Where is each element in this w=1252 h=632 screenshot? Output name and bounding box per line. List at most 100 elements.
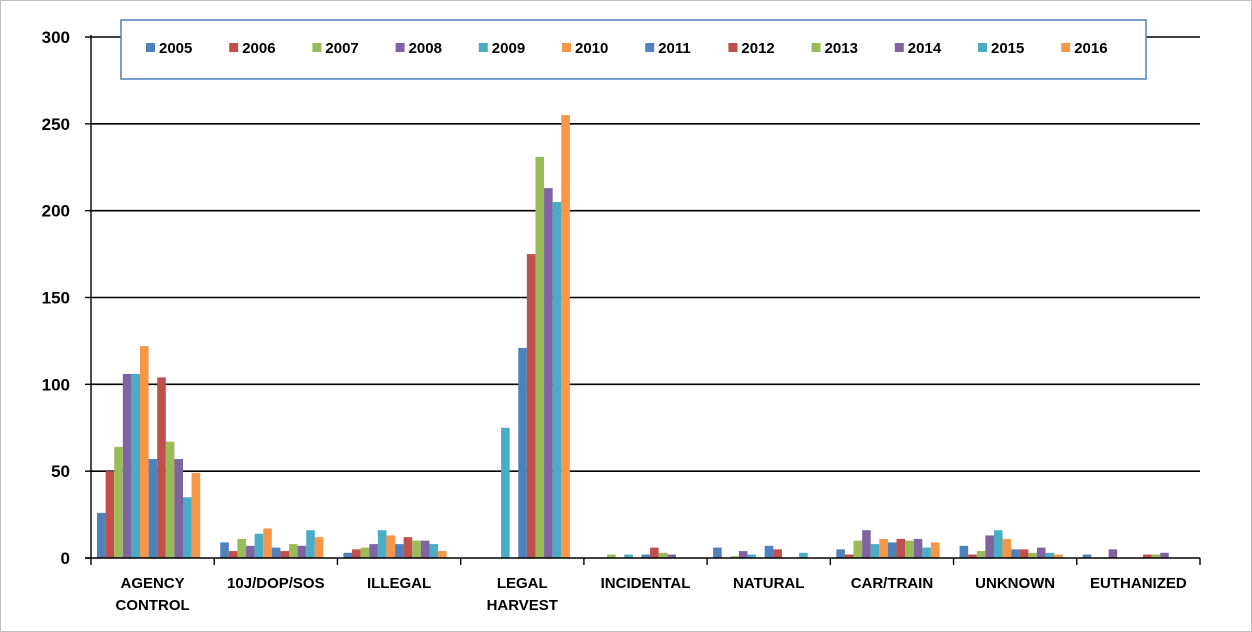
y-tick-label: 300 xyxy=(42,28,70,47)
bar-2008-7 xyxy=(862,530,871,558)
bar-2014-9 xyxy=(1160,552,1169,558)
bar-2013-8 xyxy=(1028,552,1037,558)
bar-2013-7 xyxy=(905,540,914,558)
bar-2009-5 xyxy=(624,554,633,558)
bar-2011-3 xyxy=(395,544,404,558)
bar-2006-7 xyxy=(844,554,854,558)
x-tick-label: INCIDENTAL xyxy=(601,575,691,592)
legend-swatch xyxy=(562,43,571,52)
x-tick-label: AGENCY CONTROL xyxy=(116,575,190,614)
x-tick-label: CAR/TRAIN xyxy=(851,575,934,592)
y-tick-label: 200 xyxy=(42,202,70,221)
bar-2009-6 xyxy=(747,554,757,558)
bar-2007-6 xyxy=(730,556,739,558)
bar-2014-5 xyxy=(667,554,676,558)
legend-item-2008: 2008 xyxy=(395,40,442,57)
y-tick-label: 250 xyxy=(42,115,70,134)
bar-2008-2 xyxy=(246,545,255,558)
bar-2010-2 xyxy=(263,528,272,558)
bar-2011-2 xyxy=(271,547,281,558)
bar-2007-8 xyxy=(976,551,986,558)
bar-2013-2 xyxy=(289,544,298,558)
bar-2015-1 xyxy=(183,497,192,558)
bar-2012-6 xyxy=(773,549,782,558)
bar-2005-8 xyxy=(959,545,969,558)
bar-2012-1 xyxy=(157,377,166,558)
legend-swatch xyxy=(229,43,239,52)
bar-2012-9 xyxy=(1142,554,1152,558)
legend-swatch xyxy=(811,43,821,52)
bar-2015-4 xyxy=(552,201,562,559)
bar-2008-8 xyxy=(985,535,994,558)
y-tick-label: 50 xyxy=(51,462,70,481)
bar-2012-3 xyxy=(403,537,413,558)
legend-box xyxy=(120,19,1147,80)
legend-item-2012: 2012 xyxy=(728,40,775,57)
bar-2009-8 xyxy=(993,530,1003,558)
legend-item-2016: 2016 xyxy=(1061,40,1108,57)
y-tick-label: 0 xyxy=(61,549,70,568)
bar-2011-7 xyxy=(887,542,897,558)
bar-2016-4 xyxy=(561,115,570,559)
legend-label: 2006 xyxy=(242,40,275,57)
legend-swatch xyxy=(894,43,904,52)
category-labels: AGENCY CONTROL 10J/DOP/SOS ILLEGAL LEGAL HARV… xyxy=(116,575,1187,614)
bar-2014-2 xyxy=(297,545,307,558)
y-tick-label: 150 xyxy=(42,289,70,308)
legend-label: 2008 xyxy=(409,40,442,57)
legend-item-2009: 2009 xyxy=(478,40,525,57)
legend-item-2010: 2010 xyxy=(562,40,608,57)
x-tick-label: ILLEGAL xyxy=(367,575,431,592)
legend-swatch xyxy=(1061,43,1071,52)
axes xyxy=(85,35,1201,565)
bar-2012-7 xyxy=(896,538,906,558)
bar-2011-6 xyxy=(764,545,774,558)
bar-2013-9 xyxy=(1151,554,1161,558)
legend-item-2013: 2013 xyxy=(811,40,858,57)
legend-swatch xyxy=(978,43,987,52)
bar-2012-4 xyxy=(526,254,536,558)
x-tick-label: UNKNOWN xyxy=(975,575,1055,592)
y-axis-ticks: 0 50 100 150 200 250 300 xyxy=(42,28,70,568)
bar-2015-3 xyxy=(429,544,439,558)
bar-2008-1 xyxy=(122,373,132,558)
bar-2016-1 xyxy=(191,472,201,558)
legend-item-2007: 2007 xyxy=(312,40,359,57)
bar-2011-8 xyxy=(1011,549,1020,558)
legend-label: 2005 xyxy=(159,40,192,57)
bar-2010-7 xyxy=(879,538,888,558)
bar-2011-5 xyxy=(641,554,651,558)
bar-2008-6 xyxy=(738,551,748,558)
bar-2014-1 xyxy=(174,459,183,558)
bar-2012-8 xyxy=(1019,549,1029,558)
legend-swatch xyxy=(395,43,405,52)
bar-2009-2 xyxy=(254,533,264,558)
y-tick-label: 100 xyxy=(42,375,70,394)
legend: 2005 2006 2007 2008 2009 2010 2011 2012 2013 2014… xyxy=(120,19,1147,80)
legend-label: 2012 xyxy=(741,40,774,57)
bar-2013-1 xyxy=(165,441,175,558)
bar-2005-9 xyxy=(1082,554,1092,558)
legend-label: 2009 xyxy=(492,40,525,57)
bar-2014-7 xyxy=(913,538,923,558)
bar-2007-3 xyxy=(360,547,370,558)
bar-2008-3 xyxy=(369,544,378,558)
bar-2015-2 xyxy=(306,530,315,558)
legend-swatch xyxy=(146,43,155,52)
bar-2007-2 xyxy=(237,538,247,558)
legend-label: 2010 xyxy=(575,40,608,57)
bar-2016-8 xyxy=(1054,554,1063,558)
bar-2006-2 xyxy=(228,551,238,558)
bar-2008-9 xyxy=(1108,549,1118,558)
bars xyxy=(97,115,1169,559)
legend-label: 2011 xyxy=(658,40,691,57)
bar-2010-3 xyxy=(386,535,396,558)
x-tick-label: NATURAL xyxy=(733,575,804,592)
bar-2005-3 xyxy=(343,552,353,558)
legend-label: 2016 xyxy=(1074,40,1107,57)
bar-2014-4 xyxy=(544,188,553,558)
legend-swatch xyxy=(478,43,488,52)
bar-2005-6 xyxy=(713,547,722,558)
